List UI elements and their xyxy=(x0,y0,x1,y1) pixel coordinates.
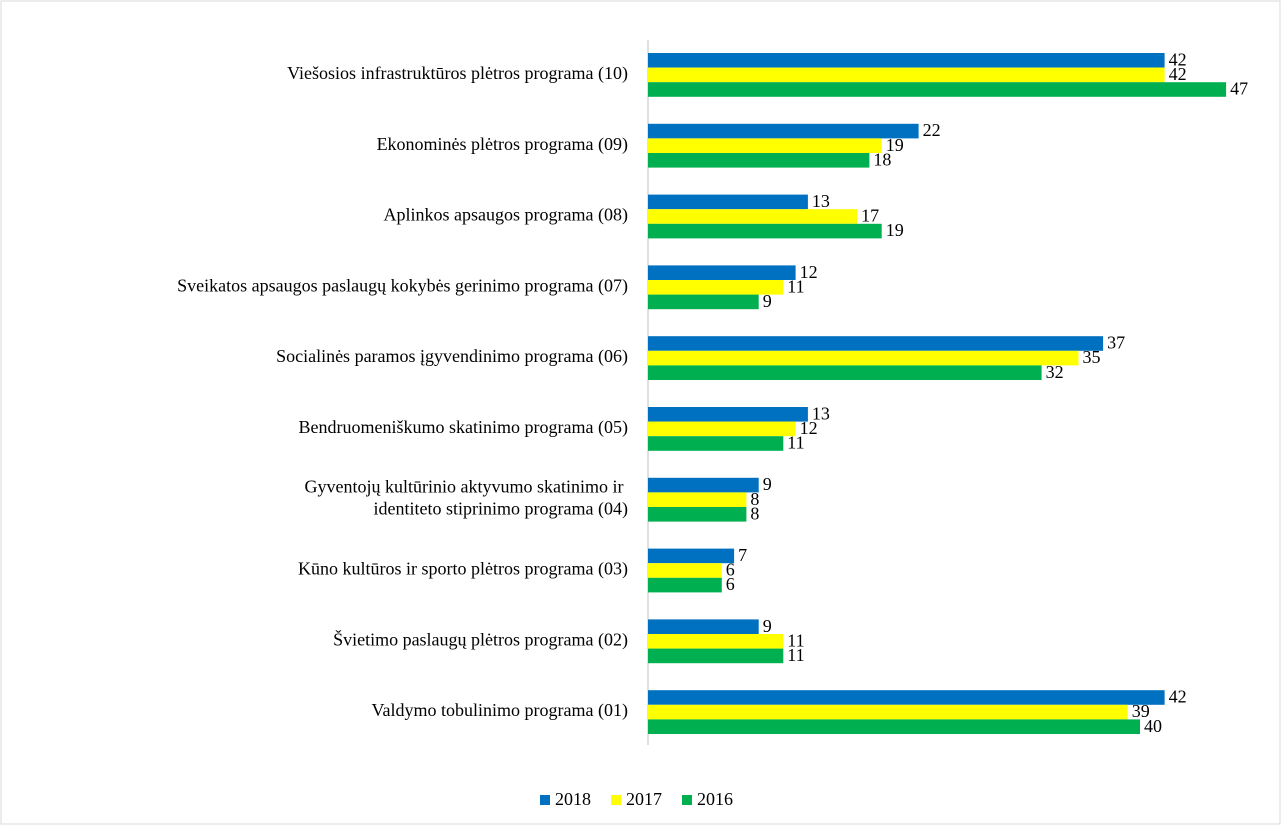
bar xyxy=(648,53,1165,68)
value-label: 35 xyxy=(1083,347,1101,367)
value-label: 9 xyxy=(763,291,772,311)
value-label: 19 xyxy=(886,220,904,240)
bar xyxy=(648,563,722,578)
value-label: 47 xyxy=(1230,79,1248,99)
bar xyxy=(648,421,796,437)
value-label: 32 xyxy=(1046,362,1064,382)
bar xyxy=(648,265,796,280)
bar xyxy=(648,138,882,153)
value-label: 22 xyxy=(923,120,941,140)
value-label: 11 xyxy=(787,630,804,650)
legend-label: 2016 xyxy=(697,789,733,809)
category-label: Valdymo tobulinimo programa (01) xyxy=(372,700,628,721)
bar xyxy=(648,492,747,507)
bar xyxy=(648,548,735,564)
category-label: Sveikatos apsaugos paslaugų kokybės geri… xyxy=(177,275,628,296)
bar xyxy=(648,704,1128,720)
category-label: Aplinkos apsaugos programa (08) xyxy=(384,205,628,226)
legend-label: 2017 xyxy=(626,789,662,809)
bar xyxy=(648,223,882,239)
category-label: Viešosios infrastruktūros plėtros progra… xyxy=(287,63,628,84)
bar xyxy=(648,577,722,593)
value-label: 37 xyxy=(1107,333,1125,353)
bar xyxy=(648,477,759,493)
value-label: 17 xyxy=(861,206,879,226)
bar xyxy=(648,365,1042,380)
bar xyxy=(648,407,808,422)
category-label: Kūno kultūros ir sporto plėtros programa… xyxy=(298,559,628,580)
category-label: Socialinės paramos įgyvendinimo programa… xyxy=(276,346,628,367)
value-label: 7 xyxy=(738,545,747,565)
value-label: 11 xyxy=(787,433,804,453)
value-label: 42 xyxy=(1169,687,1187,707)
category-label: Gyventojų kultūrinio aktyvumo skatinimo … xyxy=(305,477,628,520)
value-label: 42 xyxy=(1169,64,1187,84)
value-label: 19 xyxy=(886,135,904,155)
bar xyxy=(648,67,1165,83)
value-label: 6 xyxy=(726,574,735,594)
bar xyxy=(648,336,1104,351)
value-label: 11 xyxy=(787,276,804,296)
value-label: 8 xyxy=(750,489,759,509)
bar xyxy=(648,719,1140,734)
value-label: 6 xyxy=(726,560,735,580)
bar xyxy=(648,280,784,295)
bar xyxy=(648,619,759,634)
value-label: 12 xyxy=(800,262,818,282)
value-label: 13 xyxy=(812,403,830,423)
value-label: 13 xyxy=(812,191,830,211)
category-label: Švietimo paslaugų plėtros programa (02) xyxy=(333,628,628,650)
value-label: 8 xyxy=(750,503,759,523)
bar xyxy=(648,194,808,210)
value-label: 42 xyxy=(1169,49,1187,69)
value-label: 9 xyxy=(763,474,772,494)
legend-swatch xyxy=(540,795,550,805)
bar xyxy=(648,648,784,664)
value-label: 40 xyxy=(1144,716,1162,736)
bar xyxy=(648,209,858,224)
legend-swatch xyxy=(611,795,621,805)
bar xyxy=(648,153,870,168)
bar xyxy=(648,634,784,649)
bar xyxy=(648,294,759,310)
value-label: 12 xyxy=(800,418,818,438)
legend-label: 2018 xyxy=(555,789,591,809)
value-label: 11 xyxy=(787,645,804,665)
bar xyxy=(648,436,784,451)
category-label: Bendruomeniškumo skatinimo programa (05) xyxy=(299,417,628,438)
bar xyxy=(648,350,1079,366)
bar xyxy=(648,507,747,522)
category-label: Ekonominės plėtros programa (09) xyxy=(377,134,628,155)
bar xyxy=(648,123,919,139)
value-label: 9 xyxy=(763,616,772,636)
legend-swatch xyxy=(682,795,692,805)
value-label: 39 xyxy=(1132,701,1150,721)
bar xyxy=(648,82,1227,97)
bar xyxy=(648,690,1165,705)
value-label: 18 xyxy=(873,149,891,169)
